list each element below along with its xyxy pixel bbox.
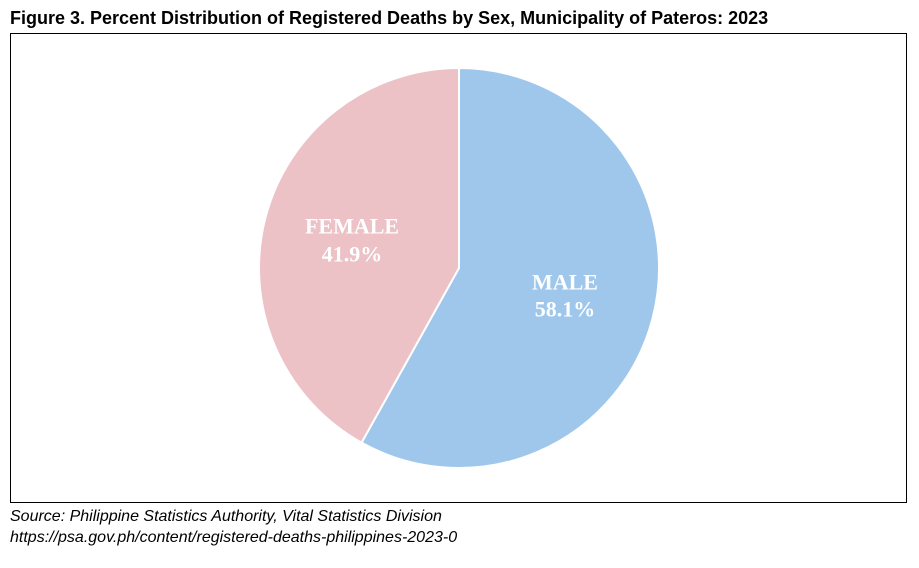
source-line-2: https://psa.gov.ph/content/registered-de…	[10, 528, 909, 549]
chart-title: Figure 3. Percent Distribution of Regist…	[0, 0, 919, 33]
pie-chart: MALE58.1% FEMALE41.9%	[259, 68, 659, 468]
pie-svg	[259, 68, 659, 468]
chart-source: Source: Philippine Statistics Authority,…	[0, 503, 919, 549]
slice-label-female: FEMALE41.9%	[305, 213, 399, 268]
source-line-1: Source: Philippine Statistics Authority,…	[10, 507, 909, 528]
chart-container: MALE58.1% FEMALE41.9%	[10, 33, 907, 503]
slice-label-male: MALE58.1%	[532, 268, 598, 323]
